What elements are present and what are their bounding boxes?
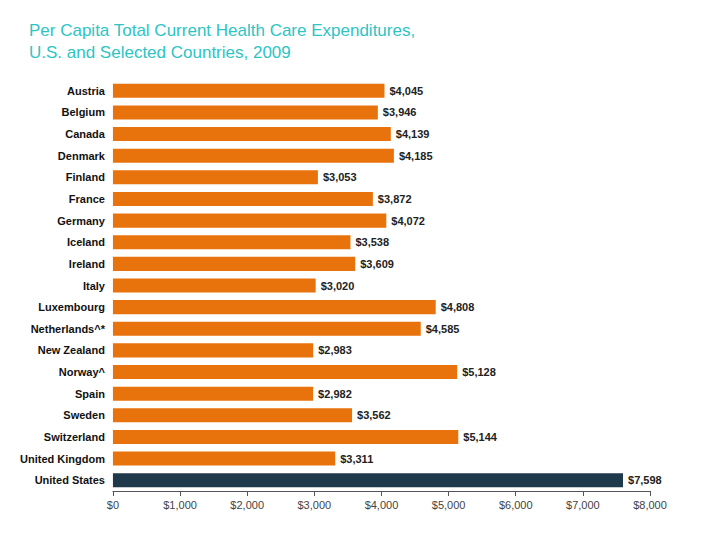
svg-text:$5,128: $5,128 <box>462 366 496 378</box>
svg-text:Finland: Finland <box>66 171 105 183</box>
svg-text:$8,000: $8,000 <box>633 499 667 511</box>
svg-text:$4,585: $4,585 <box>426 323 460 335</box>
svg-text:Austria: Austria <box>67 85 106 97</box>
svg-text:$6,000: $6,000 <box>499 499 533 511</box>
svg-text:$4,000: $4,000 <box>365 499 399 511</box>
svg-text:$7,598: $7,598 <box>628 474 662 486</box>
svg-text:$4,139: $4,139 <box>396 128 430 140</box>
svg-text:$3,946: $3,946 <box>383 106 417 118</box>
svg-text:$3,562: $3,562 <box>357 409 391 421</box>
svg-text:$2,982: $2,982 <box>318 388 352 400</box>
svg-text:United Kingdom: United Kingdom <box>20 453 105 465</box>
svg-text:$4,045: $4,045 <box>389 85 423 97</box>
svg-text:Iceland: Iceland <box>67 236 105 248</box>
svg-text:Switzerland: Switzerland <box>44 431 105 443</box>
svg-text:$2,000: $2,000 <box>230 499 264 511</box>
svg-text:Per Capita Total Current Healt: Per Capita Total Current Health Care Exp… <box>29 21 415 40</box>
svg-text:$4,185: $4,185 <box>399 150 433 162</box>
svg-text:$4,808: $4,808 <box>441 301 475 313</box>
svg-text:$4,072: $4,072 <box>391 215 425 227</box>
svg-text:Ireland: Ireland <box>69 258 105 270</box>
svg-text:$5,000: $5,000 <box>432 499 466 511</box>
svg-text:$3,053: $3,053 <box>323 171 357 183</box>
svg-text:Germany: Germany <box>57 215 106 227</box>
svg-text:Belgium: Belgium <box>62 106 106 118</box>
svg-text:$3,872: $3,872 <box>378 193 412 205</box>
svg-text:$1,000: $1,000 <box>163 499 197 511</box>
svg-text:$7,000: $7,000 <box>566 499 600 511</box>
svg-text:$3,000: $3,000 <box>298 499 332 511</box>
svg-text:Italy: Italy <box>83 280 106 292</box>
svg-text:Luxembourg: Luxembourg <box>38 301 105 313</box>
svg-text:$3,020: $3,020 <box>321 280 355 292</box>
svg-text:$5,144: $5,144 <box>463 431 498 443</box>
svg-text:$3,538: $3,538 <box>355 236 389 248</box>
svg-text:Spain: Spain <box>75 388 105 400</box>
svg-text:France: France <box>69 193 105 205</box>
svg-text:$2,983: $2,983 <box>318 344 352 356</box>
svg-text:$3,609: $3,609 <box>360 258 394 270</box>
svg-text:United States: United States <box>35 474 105 486</box>
svg-text:Denmark: Denmark <box>58 150 106 162</box>
svg-text:Sweden: Sweden <box>63 409 105 421</box>
svg-text:Netherlands^*: Netherlands^* <box>31 323 106 335</box>
svg-text:Norway^: Norway^ <box>59 366 106 378</box>
svg-text:$3,311: $3,311 <box>340 453 373 465</box>
svg-text:New Zealand: New Zealand <box>38 344 105 356</box>
svg-text:$0: $0 <box>107 499 119 511</box>
svg-text:Canada: Canada <box>65 128 106 140</box>
svg-text:U.S. and Selected Countries, 2: U.S. and Selected Countries, 2009 <box>29 43 291 62</box>
